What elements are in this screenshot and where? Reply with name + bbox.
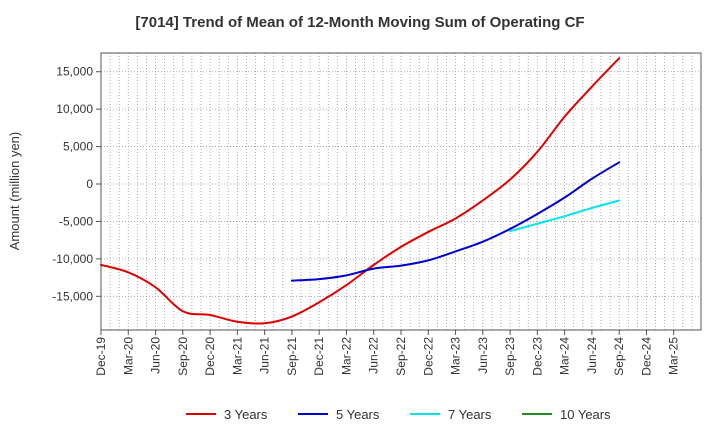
- y-axis-label: Amount (million yen): [7, 132, 22, 251]
- y-tick-label: 15,000: [56, 65, 93, 79]
- x-tick-label: Dec-24: [639, 337, 653, 376]
- y-axis-ticks: 15,000 10,000 5,000 0 -5,000 -10,000 -15,000: [52, 65, 101, 303]
- y-tick-label: 10,000: [56, 102, 93, 116]
- legend-label-10-years: 10 Years: [560, 407, 611, 422]
- x-tick-label: Mar-21: [230, 337, 244, 375]
- series-line-7-years: [509, 199, 621, 233]
- y-tick-label: 0: [86, 177, 93, 191]
- x-tick-label: Sep-20: [176, 337, 190, 376]
- legend: 3 Years 5 Years 7 Years 10 Years: [186, 407, 611, 422]
- x-tick-label: Jun-20: [149, 337, 163, 374]
- x-tick-label: Mar-24: [558, 337, 572, 375]
- y-tick-label: -5,000: [59, 214, 93, 228]
- x-tick-label: Dec-19: [94, 337, 108, 376]
- x-tick-label: Sep-21: [285, 337, 299, 376]
- x-tick-label: Dec-22: [421, 337, 435, 376]
- grid: [101, 53, 701, 330]
- chart-title: [7014] Trend of Mean of 12-Month Moving …: [135, 14, 584, 31]
- series-line-5-years: [290, 161, 621, 282]
- x-tick-label: Jun-24: [585, 337, 599, 374]
- series-lines: [100, 57, 621, 325]
- x-tick-label: Jun-21: [258, 337, 272, 374]
- x-tick-label: Mar-20: [121, 337, 135, 375]
- x-tick-label: Sep-22: [394, 337, 408, 376]
- x-axis-ticks: Dec-19 Mar-20 Jun-20 Sep-20 Dec-20 Mar-21 Jun-…: [94, 330, 681, 376]
- legend-label-5-years: 5 Years: [336, 407, 380, 422]
- x-tick-label: Sep-23: [503, 337, 517, 376]
- x-tick-label: Mar-25: [667, 337, 681, 375]
- x-tick-label: Sep-24: [612, 337, 626, 376]
- x-tick-label: Jun-22: [367, 337, 381, 374]
- legend-label-7-years: 7 Years: [448, 407, 492, 422]
- series-line-3-years: [100, 57, 621, 325]
- x-tick-label: Jun-23: [476, 337, 490, 374]
- y-tick-label: -10,000: [52, 252, 93, 266]
- x-tick-label: Mar-23: [449, 337, 463, 375]
- y-tick-label: -15,000: [52, 289, 93, 303]
- x-tick-label: Dec-23: [530, 337, 544, 376]
- y-tick-label: 5,000: [63, 140, 93, 154]
- legend-label-3-years: 3 Years: [224, 407, 268, 422]
- x-tick-label: Dec-21: [312, 337, 326, 376]
- x-tick-label: Mar-22: [339, 337, 353, 375]
- x-tick-label: Dec-20: [203, 337, 217, 376]
